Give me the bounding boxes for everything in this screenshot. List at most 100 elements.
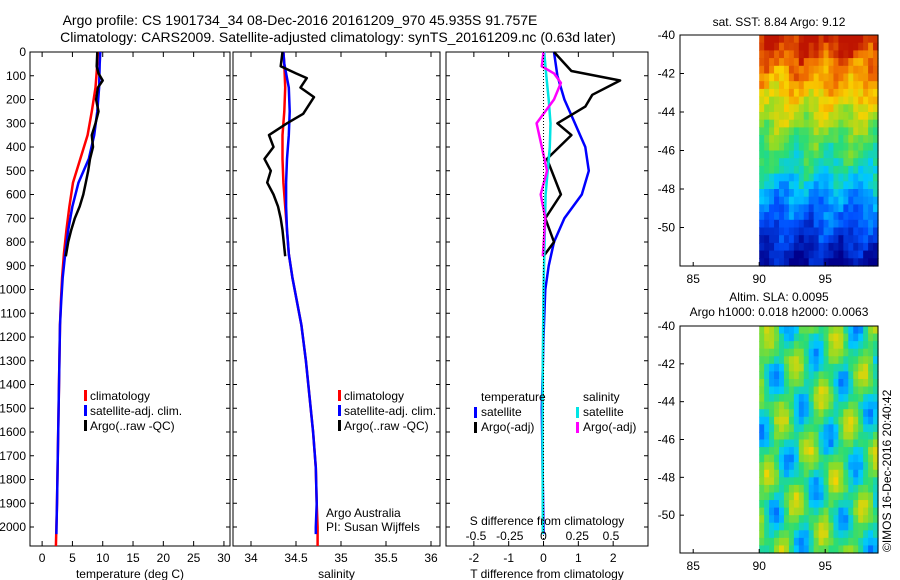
sla-cell <box>774 341 780 350</box>
sla-cell <box>779 431 785 441</box>
sla-cell <box>818 326 825 335</box>
sla-cell <box>788 341 795 350</box>
sla-cell <box>823 401 830 410</box>
sst-cell <box>828 88 835 98</box>
sla-cell <box>813 348 820 357</box>
sla-cell <box>779 530 785 539</box>
sla-cell <box>853 333 859 342</box>
sst-cell <box>823 81 830 90</box>
salinity-legend-label: Argo(..raw -QC) <box>344 419 429 433</box>
sst-cell <box>803 242 810 252</box>
sla-cell <box>868 424 874 433</box>
sla-cell <box>838 462 844 471</box>
sst-cell <box>858 212 864 221</box>
depth-tick-label: 1500 <box>0 401 26 415</box>
sla-cell <box>838 424 844 433</box>
depth-tick-label: 0 <box>19 45 26 59</box>
sla-cell <box>848 469 854 478</box>
sla-cell <box>774 326 780 335</box>
difference-legend-swatch <box>474 407 477 418</box>
sst-cell <box>798 173 805 182</box>
sla-cell <box>828 394 835 403</box>
sst-cell <box>853 212 859 221</box>
sst-cell <box>803 189 810 198</box>
sla-cell <box>818 431 825 441</box>
sst-cell <box>858 227 864 236</box>
sla-cell <box>793 409 800 418</box>
sst-cell <box>813 73 820 82</box>
sla-cell <box>793 545 800 554</box>
sla-cell <box>818 356 825 365</box>
sla-cell <box>793 371 800 380</box>
sst-cell <box>783 235 790 244</box>
sla-cell <box>813 326 820 335</box>
sst-cell <box>873 196 879 205</box>
sst-cell <box>774 165 780 175</box>
sla-cell <box>818 530 825 539</box>
sst-cell <box>828 58 835 67</box>
sla-cell <box>838 409 844 418</box>
sla-cell <box>823 454 830 463</box>
sst-cell <box>783 173 790 182</box>
sla-cell <box>769 469 775 478</box>
sst-cell <box>783 227 790 236</box>
sla-cell <box>813 439 820 448</box>
sla-cell <box>863 469 869 478</box>
sla-cell <box>833 484 839 494</box>
sst-cell <box>793 58 800 67</box>
sst-cell <box>843 165 849 175</box>
sla-cell <box>813 530 820 539</box>
sla-cell <box>863 341 869 350</box>
sst-cell <box>783 88 790 98</box>
sst-cell <box>843 258 849 267</box>
sst-cell <box>759 212 765 221</box>
sst-cell <box>793 104 800 113</box>
sla-cell <box>818 424 825 433</box>
sst-cell <box>858 35 864 44</box>
sla-cell <box>823 462 830 471</box>
sla-cell <box>774 492 780 501</box>
sst-cell <box>848 58 854 67</box>
sst-cell <box>843 250 849 259</box>
sst-cell <box>863 204 869 213</box>
sla-cell <box>873 378 879 388</box>
sst-cell <box>803 127 810 136</box>
sst-cell <box>759 88 765 98</box>
sla-cell <box>759 378 765 388</box>
sst-cell <box>818 58 825 67</box>
salinity-legend-swatch <box>338 390 341 401</box>
sst-cell <box>853 227 859 236</box>
sla-cell <box>783 416 790 425</box>
sla-cell <box>823 431 830 441</box>
sst-cell <box>833 35 839 44</box>
sla-cell <box>858 424 864 433</box>
depth-tick-label: 1100 <box>0 306 26 320</box>
difference-legend-label: satellite <box>481 405 522 419</box>
sst-cell <box>828 96 835 105</box>
sla-cell <box>803 507 810 516</box>
sla-cell <box>818 447 825 456</box>
sst-cell <box>793 165 800 175</box>
sst-cell <box>858 250 864 259</box>
sst-cell <box>813 42 820 51</box>
sst-cell <box>808 196 815 205</box>
sla-cell <box>803 447 810 456</box>
sla-cell <box>783 378 790 388</box>
sla-cell <box>759 522 765 531</box>
sst-cell <box>798 204 805 213</box>
sla-cell <box>808 348 815 357</box>
sst-cell <box>769 189 775 198</box>
sla-cell <box>783 386 790 395</box>
sst-cell <box>868 158 874 167</box>
sst-cell <box>803 158 810 167</box>
sla-cell <box>833 356 839 365</box>
sla-cell <box>823 484 830 494</box>
sst-cell <box>823 135 830 144</box>
sst-cell <box>769 212 775 221</box>
sla-cell <box>833 416 839 425</box>
sla-cell <box>833 522 839 531</box>
sst-cell <box>828 212 835 221</box>
sst-cell <box>858 112 864 121</box>
sla-cell <box>818 454 825 463</box>
depth-tick-label: 500 <box>6 164 26 178</box>
